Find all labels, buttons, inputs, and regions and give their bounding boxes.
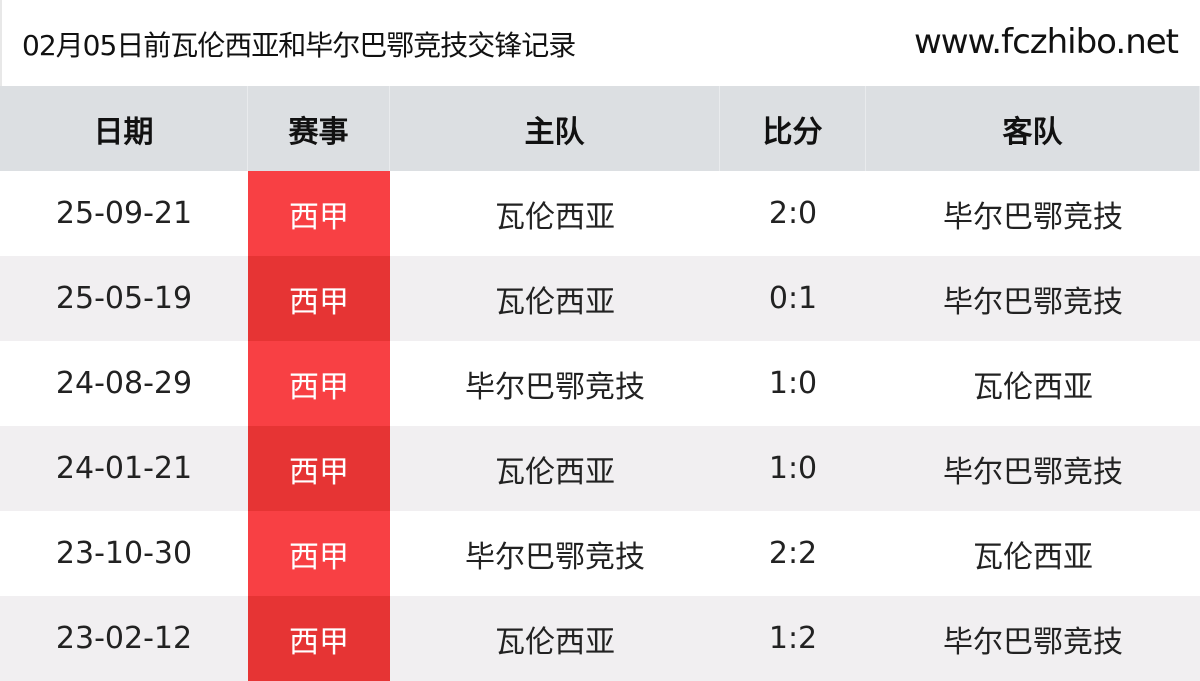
date-cell: 25-05-19 — [55, 281, 193, 316]
away-team-cell: 毕尔巴鄂竞技 — [943, 199, 1123, 235]
league-cell: 西甲 — [248, 511, 390, 596]
score-cell: 1:2 — [768, 621, 818, 656]
away-team-cell: 毕尔巴鄂竞技 — [943, 624, 1123, 660]
score-cell: 2:0 — [768, 196, 818, 231]
league-cell: 西甲 — [248, 341, 390, 426]
table-row: 23-02-12 西甲 瓦伦西亚 1:2 毕尔巴鄂竞技 — [0, 596, 1200, 681]
league-cell: 西甲 — [248, 596, 390, 681]
score-cell: 0:1 — [768, 281, 818, 316]
score-cell: 1:0 — [768, 451, 818, 486]
away-team-cell: 瓦伦西亚 — [973, 369, 1093, 405]
date-cell: 25-09-21 — [55, 196, 193, 231]
table-row: 24-01-21 西甲 瓦伦西亚 1:0 毕尔巴鄂竞技 — [0, 426, 1200, 511]
table-row: 25-09-21 西甲 瓦伦西亚 2:0 毕尔巴鄂竞技 — [0, 171, 1200, 256]
date-cell: 23-10-30 — [55, 536, 193, 571]
score-cell: 2:2 — [768, 536, 818, 571]
col-score: 比分 — [720, 86, 866, 171]
league-cell: 西甲 — [248, 171, 390, 256]
col-date: 日期 — [0, 86, 248, 171]
home-team-cell: 瓦伦西亚 — [495, 454, 615, 490]
col-league: 赛事 — [248, 86, 390, 171]
site-url: www.fczhibo.net — [913, 22, 1179, 62]
league-cell: 西甲 — [248, 426, 390, 511]
home-team-cell: 瓦伦西亚 — [495, 624, 615, 660]
col-home: 主队 — [390, 86, 720, 171]
table-body: 25-09-21 西甲 瓦伦西亚 2:0 毕尔巴鄂竞技 25-05-19 西甲 瓦伦西亚 0:1… — [0, 171, 1200, 681]
away-team-cell: 毕尔巴鄂竞技 — [943, 454, 1123, 490]
page-title: 02月05日前瓦伦西亚和毕尔巴鄂竞技交锋记录 — [22, 29, 576, 62]
score-cell: 1:0 — [768, 366, 818, 401]
table-header: 日期 赛事 主队 比分 客队 — [0, 86, 1200, 171]
away-team-cell: 瓦伦西亚 — [973, 539, 1093, 575]
home-team-cell: 毕尔巴鄂竞技 — [465, 369, 645, 405]
home-team-cell: 瓦伦西亚 — [495, 199, 615, 235]
title-bar: 02月05日前瓦伦西亚和毕尔巴鄂竞技交锋记录 www.fczhibo.net — [0, 0, 1200, 86]
home-team-cell: 瓦伦西亚 — [495, 284, 615, 320]
col-away: 客队 — [866, 86, 1200, 171]
date-cell: 23-02-12 — [55, 621, 193, 656]
league-cell: 西甲 — [248, 256, 390, 341]
table-row: 24-08-29 西甲 毕尔巴鄂竞技 1:0 瓦伦西亚 — [0, 341, 1200, 426]
home-team-cell: 毕尔巴鄂竞技 — [465, 539, 645, 575]
table-row: 23-10-30 西甲 毕尔巴鄂竞技 2:2 瓦伦西亚 — [0, 511, 1200, 596]
table-row: 25-05-19 西甲 瓦伦西亚 0:1 毕尔巴鄂竞技 — [0, 256, 1200, 341]
date-cell: 24-08-29 — [55, 366, 193, 401]
away-team-cell: 毕尔巴鄂竞技 — [943, 284, 1123, 320]
date-cell: 24-01-21 — [55, 451, 193, 486]
